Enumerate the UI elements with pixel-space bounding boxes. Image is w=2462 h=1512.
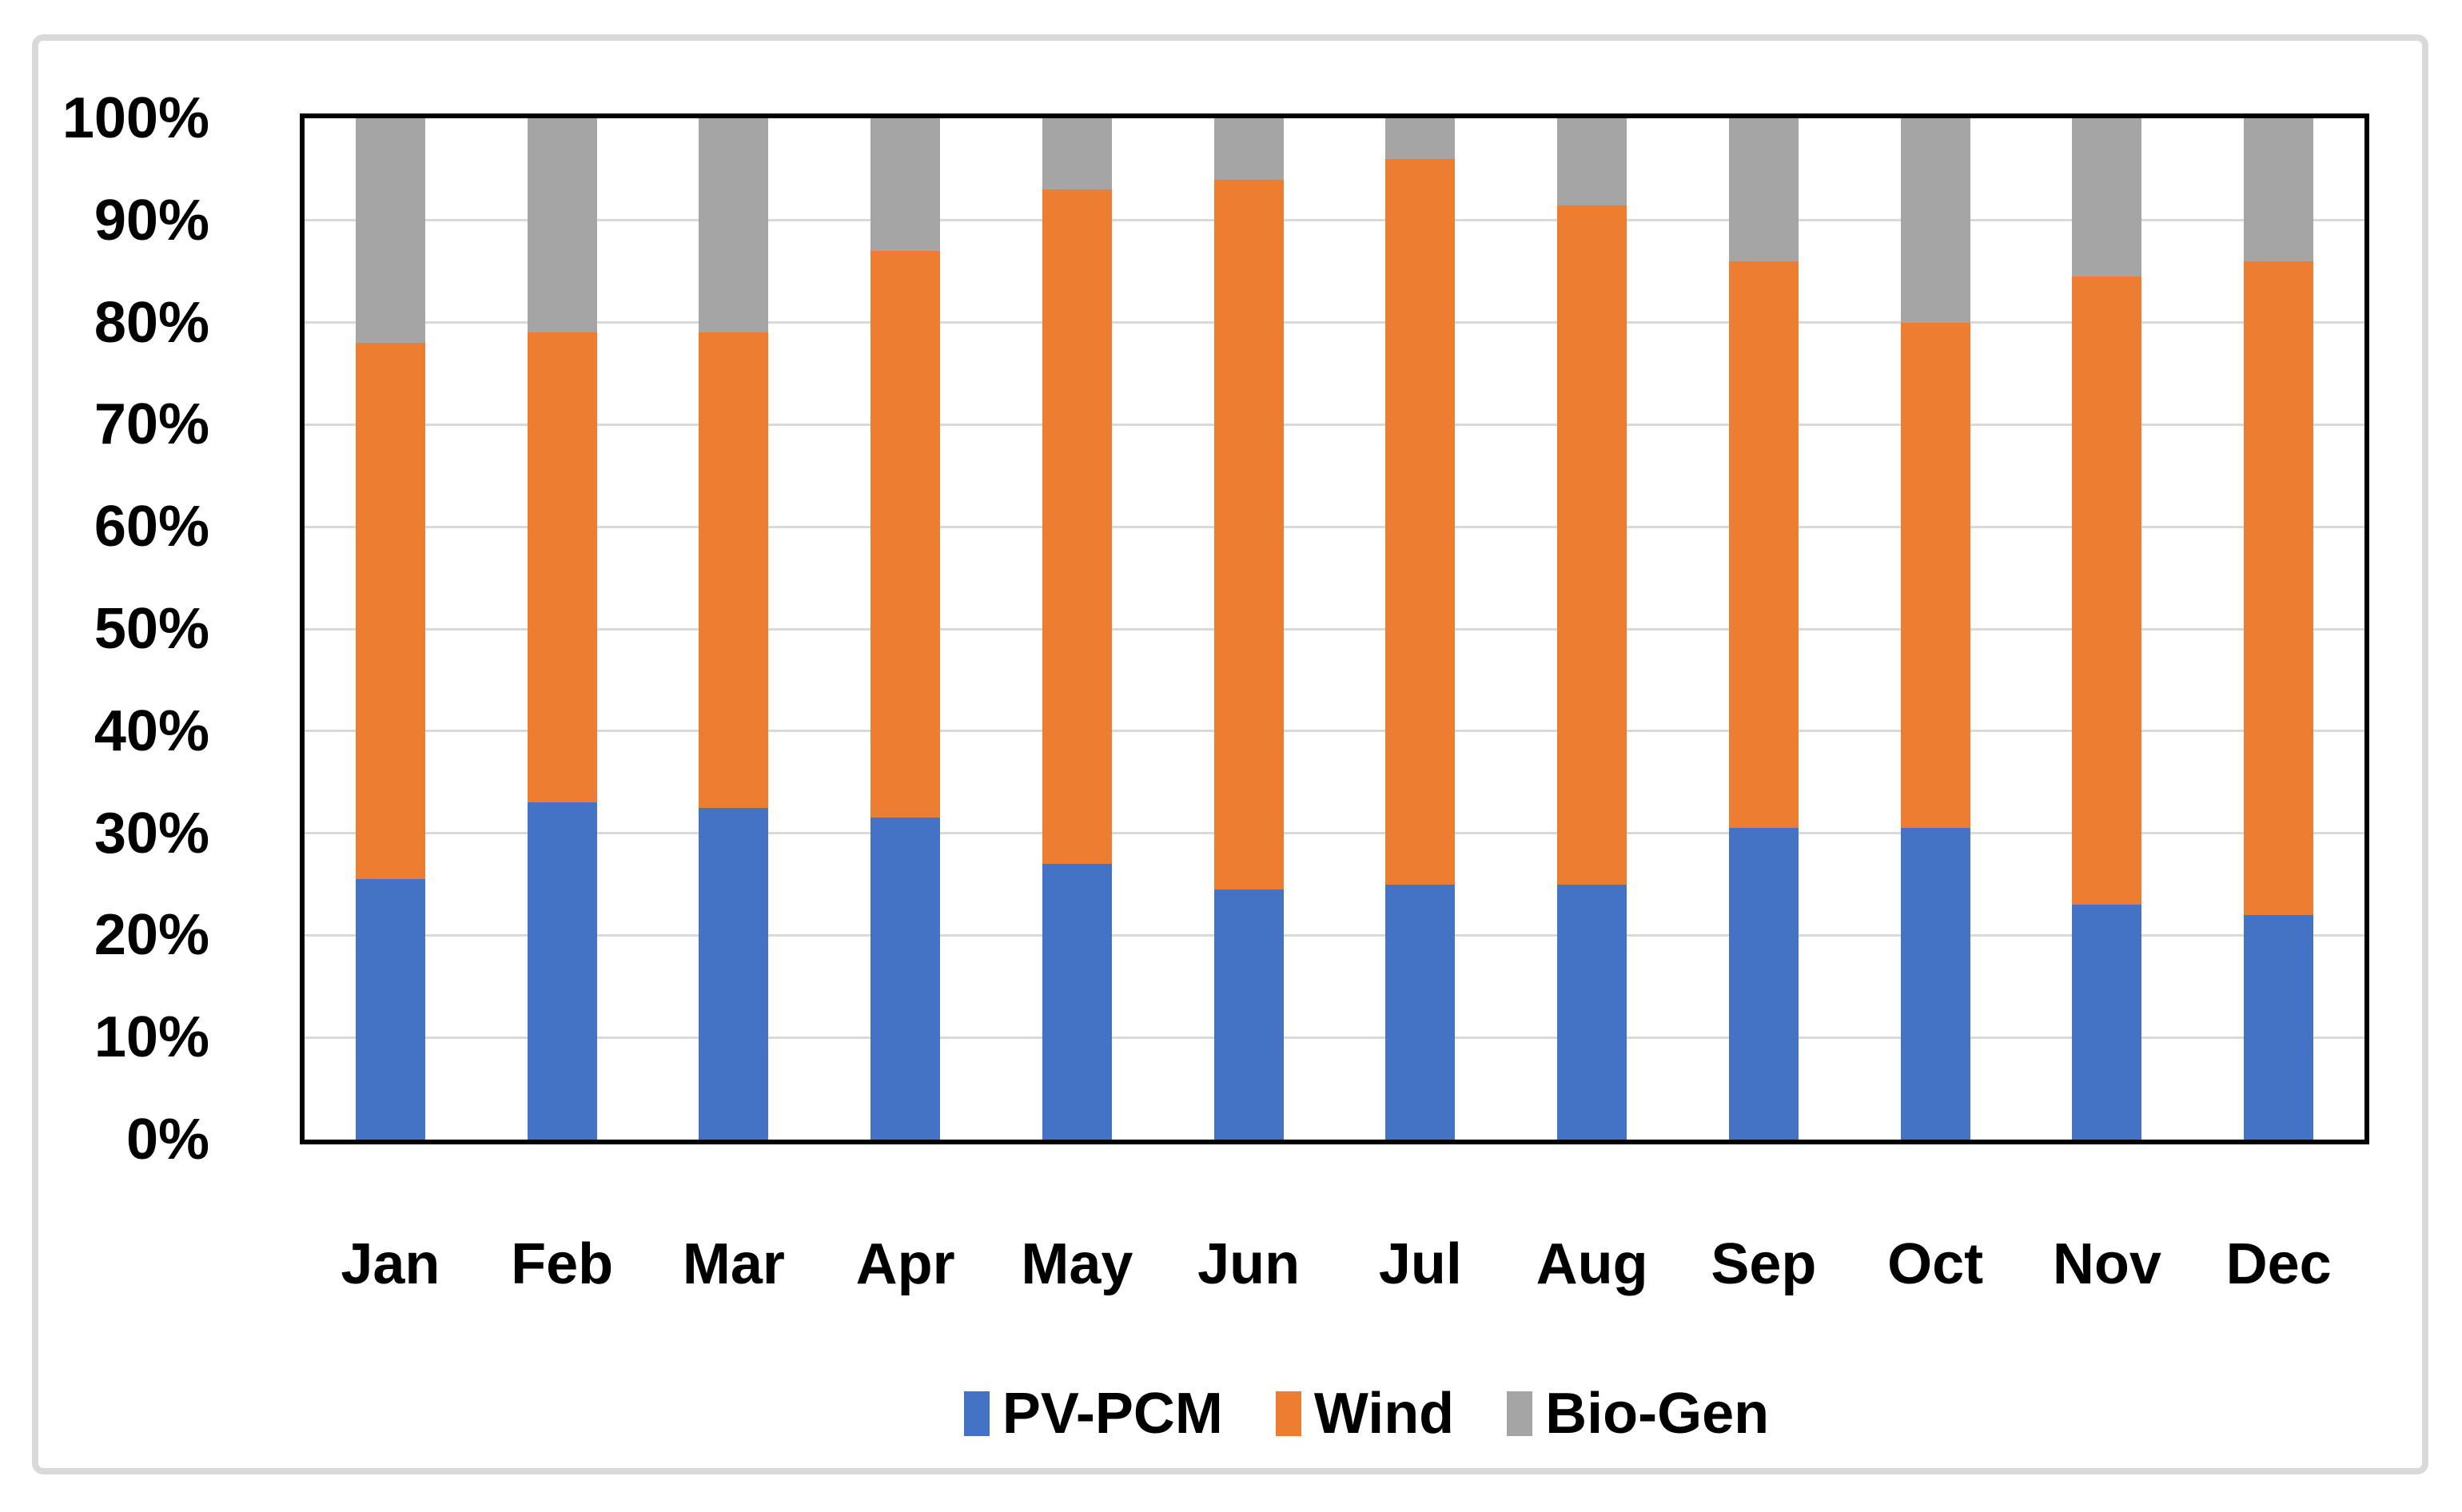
bar-segment-pv-pcm-sep [1728,828,1799,1140]
x-tick-label-jul: Jul [1378,1232,1462,1296]
x-tick-label-apr: Apr [855,1232,955,1296]
x-tick-label-mar: Mar [682,1232,785,1296]
bar-segment-pv-pcm-may [1042,863,1112,1140]
bar-aug [1557,118,1627,1140]
x-tick-label-oct: Oct [1887,1232,1984,1296]
legend-item-bio-gen: Bio-Gen [1507,1385,1769,1442]
x-tick-label-sep: Sep [1711,1232,1817,1296]
bar-segment-pv-pcm-aug [1557,884,1627,1140]
gridline-70 [305,423,2364,426]
bar-jul [1385,118,1456,1140]
x-tick-label-nov: Nov [2052,1232,2161,1296]
bar-feb [527,118,597,1140]
x-tick-label-dec: Dec [2225,1232,2332,1296]
gridline-50 [305,627,2364,631]
y-tick-label-40pct: 40% [94,698,209,763]
bar-segment-wind-mar [699,332,769,808]
bar-nov [2072,118,2142,1140]
bar-segment-pv-pcm-oct [1900,828,1970,1140]
bar-segment-bio-gen-apr [870,118,941,252]
gridline-40 [305,730,2364,733]
bar-segment-pv-pcm-jun [1213,889,1284,1140]
bar-jan [355,118,425,1140]
bar-segment-wind-jun [1213,179,1284,889]
bar-segment-bio-gen-jul [1385,118,1456,160]
bar-segment-bio-gen-jun [1213,118,1284,180]
bar-segment-wind-jul [1385,159,1456,885]
y-tick-label-80pct: 80% [94,290,209,355]
legend-item-pv-pcm: PV-PCM [963,1382,1223,1446]
bar-segment-wind-aug [1557,205,1627,885]
bar-segment-pv-pcm-nov [2072,905,2142,1140]
gridline-60 [305,525,2364,528]
bar-mar [699,118,769,1140]
legend-swatch-pv-pcm [963,1391,990,1436]
y-tick-label-100pct: 100% [62,86,209,150]
bar-may [1042,118,1112,1140]
y-tick-label-90pct: 90% [94,188,209,253]
x-tick-label-aug: Aug [1536,1232,1648,1296]
legend-label-bio-gen: Bio-Gen [1545,1382,1770,1446]
gridline-30 [305,832,2364,835]
bar-segment-wind-dec [2244,261,2314,915]
bar-segment-bio-gen-aug [1557,118,1627,205]
bar-segment-bio-gen-mar [699,118,769,333]
legend-swatch-wind [1275,1391,1301,1436]
bar-segment-wind-oct [1900,322,1970,829]
bar-sep [1728,118,1799,1140]
bar-segment-bio-gen-dec [2244,118,2314,261]
y-tick-label-0pct: 0% [125,1108,209,1172]
gridline-80 [305,321,2364,324]
bar-segment-wind-nov [2072,277,2142,905]
y-tick-label-20pct: 20% [94,903,209,968]
y-tick-label-70pct: 70% [94,392,209,457]
x-tick-label-jun: Jun [1197,1232,1301,1296]
bar-apr [870,118,941,1140]
bar-oct [1900,118,1970,1140]
chart-frame: 0% 10% 20% 30% 40% 50% 60% 70% 80% 90% 100% Jan Feb… [32,34,2428,1474]
legend-label-pv-pcm: PV-PCM [1002,1382,1223,1446]
bar-segment-pv-pcm-feb [527,802,597,1140]
bar-segment-bio-gen-sep [1728,118,1799,261]
bar-segment-bio-gen-jan [355,118,425,344]
gridline-10 [305,1036,2364,1039]
bar-dec [2244,118,2314,1140]
bar-segment-pv-pcm-mar [699,807,769,1140]
bar-segment-pv-pcm-apr [870,818,941,1140]
bar-segment-bio-gen-nov [2072,118,2142,277]
legend-swatch-bio-gen [1507,1391,1533,1436]
bar-segment-wind-apr [870,251,941,818]
y-tick-label-50pct: 50% [94,597,209,661]
y-tick-label-60pct: 60% [94,495,209,559]
bar-segment-bio-gen-oct [1900,118,1970,323]
bar-segment-bio-gen-feb [527,118,597,333]
x-tick-label-feb: Feb [511,1232,614,1296]
bar-segment-wind-jan [355,343,425,880]
y-tick-label-10pct: 10% [94,1005,209,1070]
y-tick-label-30pct: 30% [94,801,209,865]
bar-jun [1213,118,1284,1140]
legend-label-wind: Wind [1313,1382,1455,1446]
bar-segment-wind-feb [527,332,597,803]
x-tick-label-jan: Jan [341,1232,440,1296]
bar-segment-wind-may [1042,189,1112,864]
bar-segment-pv-pcm-jul [1385,884,1456,1140]
bar-segment-bio-gen-may [1042,118,1112,190]
bar-segment-pv-pcm-dec [2244,914,2314,1140]
gridline-20 [305,933,2364,937]
gridline-90 [305,219,2364,222]
bar-segment-pv-pcm-jan [355,879,425,1140]
plot-area [300,113,2369,1144]
legend-item-wind: Wind [1275,1382,1455,1446]
legend: PV-PCM Wind Bio-Gen [337,1385,2396,1442]
x-tick-label-may: May [1021,1232,1133,1296]
bar-segment-wind-sep [1728,261,1799,829]
